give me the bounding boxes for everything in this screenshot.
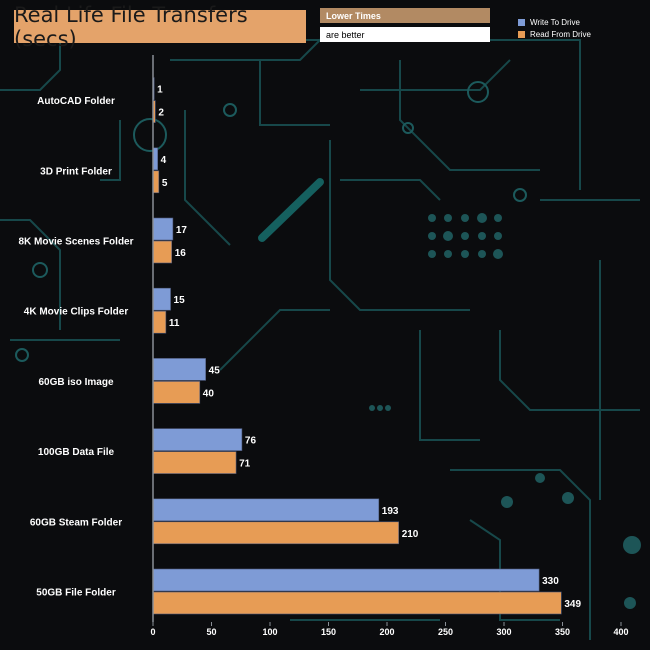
bar-read [152,310,167,334]
x-tick-label: 50 [206,627,216,637]
bar-read [152,591,562,615]
category-label: AutoCAD Folder [37,96,115,107]
legend-label-read: Read From Drive [530,29,591,39]
bar-read [152,381,201,404]
x-tick-label: 350 [555,627,570,637]
bar-read [152,170,160,194]
category-label: 60GB iso Image [38,377,113,388]
data-label: 40 [203,388,215,399]
note-are-better: are better [320,27,490,42]
legend-item-read: Read From Drive [518,28,591,40]
note-lower-times: Lower Times [320,8,490,23]
data-label: 1 [157,85,163,96]
x-tick-label: 100 [262,627,277,637]
chart-title: Real Life File Transfers (secs) [14,3,306,51]
bar-write [152,358,206,381]
data-label: 11 [169,318,180,329]
data-label: 5 [162,178,168,189]
data-label: 71 [239,459,251,470]
x-tick-label: 150 [321,627,336,637]
data-label: 193 [382,506,399,517]
bar-write [152,498,380,522]
category-label: 100GB Data File [38,447,115,458]
legend-swatch-read [518,30,525,38]
category-label: 50GB File Folder [36,588,116,599]
legend: Write To Drive Read From Drive [518,16,591,40]
x-tick-label: 250 [438,627,453,637]
bar-read [152,240,173,264]
data-label: 17 [176,225,188,236]
x-tick-label: 200 [379,627,394,637]
x-tick-label: 300 [496,627,511,637]
data-label: 16 [175,248,187,259]
bar-write [152,428,243,451]
legend-swatch-write [518,18,525,26]
legend-label-write: Write To Drive [530,17,580,27]
x-tick-label: 0 [150,627,155,637]
data-label: 4 [161,155,167,166]
data-label: 330 [542,576,559,587]
data-label: 2 [158,108,164,119]
bar-read [152,451,237,474]
bar-write [152,287,171,311]
data-label: 45 [209,365,221,376]
data-label: 76 [245,436,257,447]
bar-write [152,217,174,241]
data-label: 15 [174,295,186,306]
bar-write [152,568,540,592]
x-tick-label: 400 [613,627,628,637]
category-label: 3D Print Folder [40,166,112,177]
category-label: 4K Movie Clips Folder [24,307,129,318]
category-label: 60GB Steam Folder [30,517,122,528]
legend-item-write: Write To Drive [518,16,591,28]
category-label: 8K Movie Scenes Folder [18,237,133,248]
bar-read [152,521,399,545]
data-label: 349 [564,599,581,610]
data-label: 210 [402,529,419,540]
